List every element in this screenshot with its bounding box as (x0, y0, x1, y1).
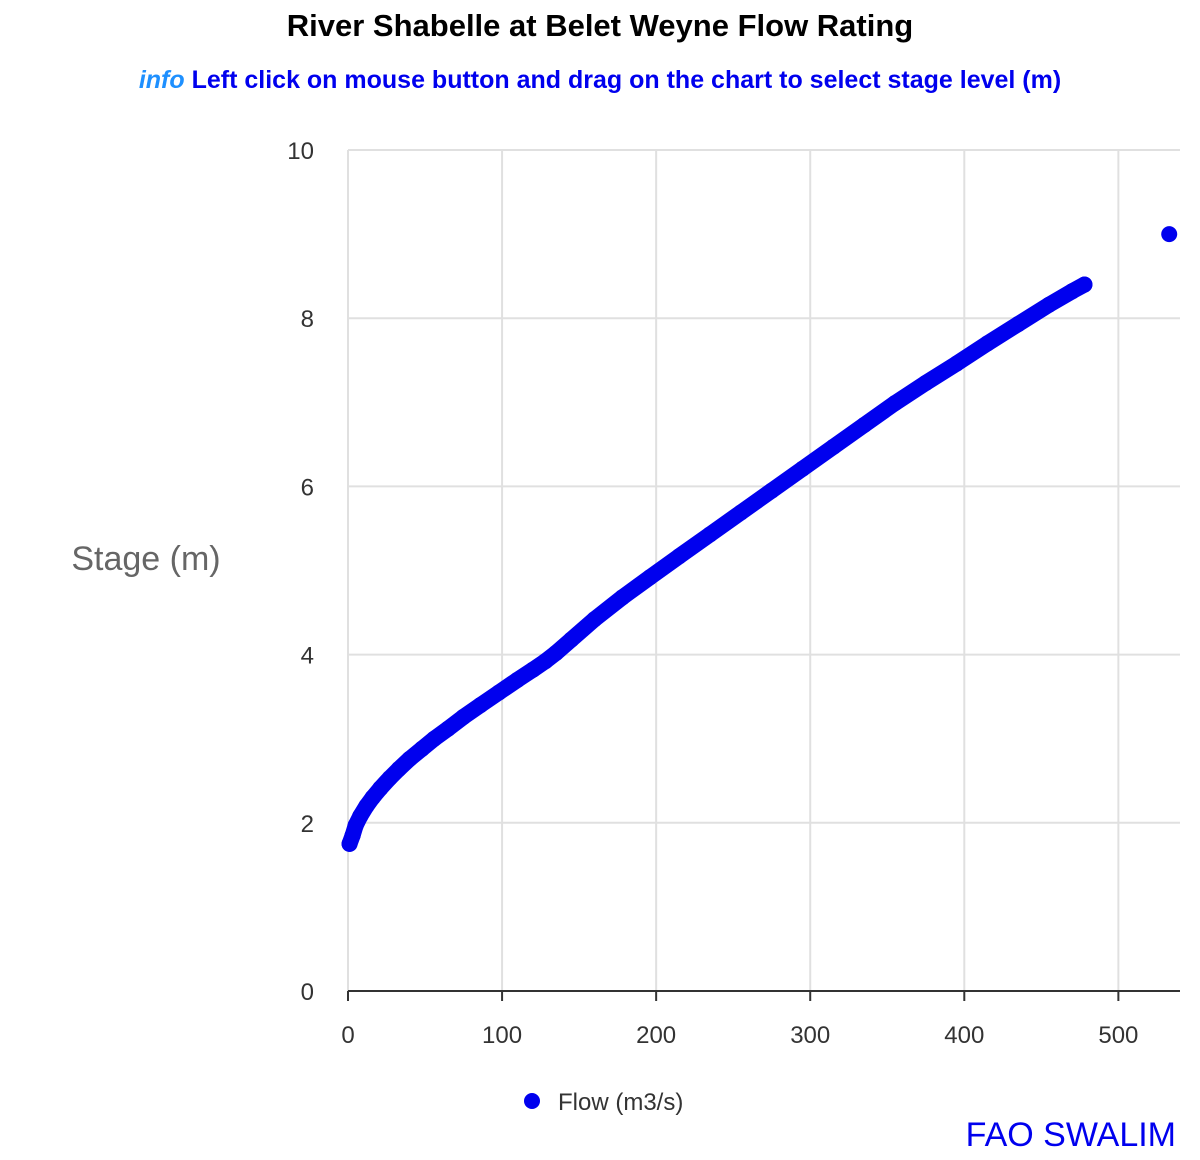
x-tick-label: 200 (636, 1022, 676, 1049)
data-point (1064, 283, 1081, 300)
y-tick-label: 10 (287, 138, 314, 165)
chart-credit[interactable]: FAO SWALIM (965, 1116, 1176, 1154)
chart-info-text: info Left click on mouse button and drag… (0, 66, 1200, 95)
data-point (641, 569, 658, 586)
data-point (825, 438, 842, 455)
legend-label: Flow (m3/s) (558, 1089, 683, 1116)
y-tick-label: 4 (301, 643, 314, 670)
data-point (1010, 316, 1027, 333)
data-point (490, 684, 507, 701)
data-point (886, 395, 903, 412)
y-tick-label: 2 (301, 811, 314, 838)
y-tick-label: 0 (301, 979, 314, 1006)
data-point (413, 740, 430, 757)
data-point (614, 589, 631, 606)
y-tick-label: 8 (301, 306, 314, 333)
data-point (537, 653, 554, 670)
data-point (732, 504, 749, 521)
x-tick-label: 100 (482, 1022, 522, 1049)
data-point (390, 760, 407, 777)
data-point (472, 697, 489, 714)
x-tick-label: 0 (341, 1022, 354, 1049)
grid-lines (347, 149, 1180, 991)
data-point (856, 417, 873, 434)
x-tick-label: 300 (790, 1022, 830, 1049)
data-point (586, 611, 603, 628)
data-point (426, 730, 443, 747)
chart-title: River Shabelle at Belet Weyne Flow Ratin… (286, 8, 914, 43)
x-tick-label: 500 (1098, 1022, 1138, 1049)
data-point (563, 631, 580, 648)
data-point (1161, 226, 1178, 243)
data-point (524, 661, 541, 678)
y-tick-label: 6 (301, 474, 314, 501)
data-point (1076, 276, 1093, 293)
data-point (979, 335, 996, 352)
data-point (794, 460, 811, 477)
data-point (455, 708, 472, 725)
data-series-flow[interactable] (341, 226, 1178, 852)
data-point (763, 482, 780, 499)
data-point (372, 780, 389, 797)
info-instruction: Left click on mouse button and drag on t… (191, 66, 1062, 94)
data-point (509, 671, 526, 688)
legend-marker (524, 1093, 540, 1109)
info-tag: info (138, 66, 185, 94)
data-point (1041, 296, 1058, 313)
legend[interactable]: Flow (m3/s) (524, 1089, 683, 1116)
data-point (948, 355, 965, 372)
data-point (671, 548, 688, 565)
x-tick-label: 400 (944, 1022, 984, 1049)
data-point (702, 526, 719, 543)
y-axis-title: Stage (m) (71, 540, 220, 578)
data-point (440, 720, 457, 737)
data-point (548, 644, 564, 661)
axes: 0 100 200 300 400 500 0 2 4 6 8 10 (287, 138, 1180, 1049)
data-point (917, 374, 934, 391)
data-point (401, 750, 418, 767)
